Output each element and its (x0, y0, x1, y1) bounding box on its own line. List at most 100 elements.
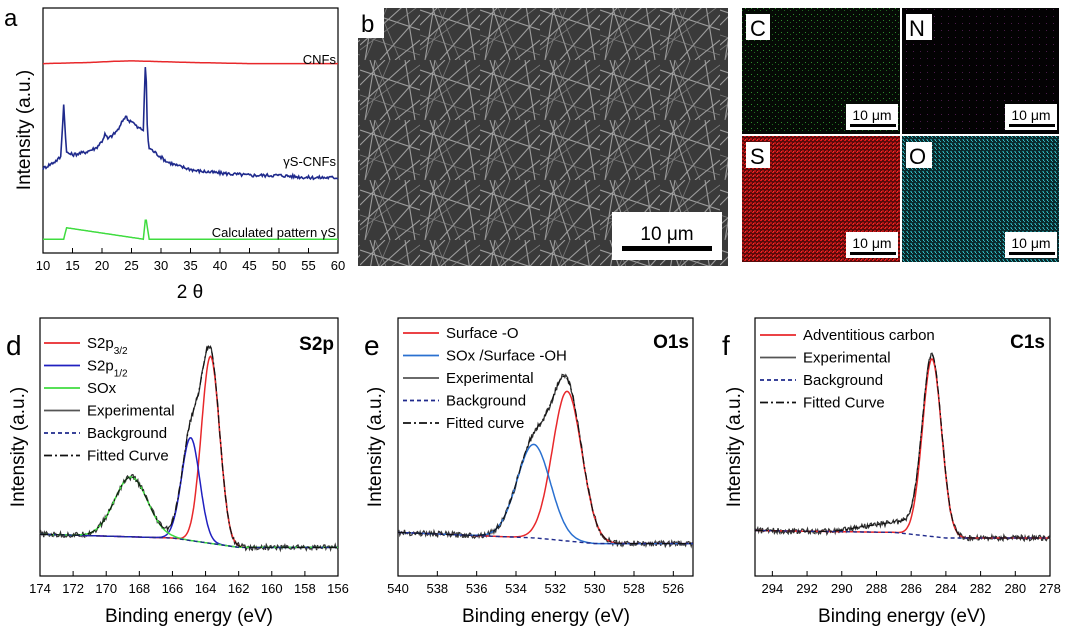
xtick-label: 10 (36, 258, 50, 273)
d-legend-label: Experimental (87, 403, 175, 420)
e-component-peak (398, 443, 693, 545)
panel-d-letter: d (6, 330, 22, 361)
xtick-label: 528 (623, 581, 645, 596)
panel-d-curves (39, 344, 339, 553)
eds-s-tag-bg (746, 142, 770, 168)
d-legend-label: S2p1/2 (87, 358, 128, 380)
d-legend-label: S2p3/2 (87, 335, 128, 357)
xtick-label: 172 (62, 581, 84, 596)
panel-d-frame (39, 317, 339, 577)
f-xlabel: Binding energy (eV) (818, 606, 986, 627)
xtick-label: 292 (796, 581, 818, 596)
xtick-label: 50 (272, 258, 286, 273)
a-series-label-gs-cnfs: γS-CNFs (283, 154, 336, 169)
d-legend-label: Background (87, 425, 167, 442)
panel-e-xticks: 540 538 536 534 532 530 528 526 (387, 571, 684, 596)
d-ylabel: Intensity (a.u.) (8, 387, 29, 507)
sem-scalebar-box (612, 212, 722, 260)
d-legend-label: SOx (87, 380, 117, 397)
xtick-label: 35 (183, 258, 197, 273)
d-legend-sub: 3/2 (114, 346, 128, 357)
d-title: S2p (299, 334, 334, 355)
xtick-label: 156 (327, 581, 349, 596)
gs-cnfs-line (42, 67, 339, 181)
panel-a: a 10 15 20 25 30 35 40 45 50 55 60 CNFs γS-CNFs Ca… (4, 5, 345, 303)
eds-c-scalebar-label: 10 μm (852, 107, 891, 123)
panel-b-letter: b (361, 11, 374, 38)
panel-b: b 10 μm (358, 8, 728, 266)
eds-n-scalebar (1009, 124, 1055, 127)
xtick-label: 294 (762, 581, 784, 596)
a-ylabel: Intensity (a.u.) (14, 70, 35, 190)
e-legend-label: Experimental (446, 370, 534, 387)
panel-e-letter: e (364, 330, 380, 361)
eds-o-scalebar (1009, 252, 1055, 255)
f-legend-label: Adventitious carbon (803, 327, 935, 344)
eds-c-tag: C (750, 16, 766, 41)
panel-f: f 294 292 290 288 286 284 282 280 278 C1s Advent… (722, 317, 1061, 627)
panel-f-letter: f (722, 330, 730, 361)
e-fitted-line (398, 375, 693, 545)
f-legend-label: Experimental (803, 350, 891, 367)
xtick-label: 174 (29, 581, 51, 596)
eds-n-tag-bg (906, 14, 932, 40)
xtick-label: 538 (426, 581, 448, 596)
panel-c: c C 10 μm N 10 μm S 10 μm O 10 μm (742, 5, 1059, 262)
xtick-label: 536 (466, 581, 488, 596)
panel-f-curves (754, 352, 1051, 543)
eds-s-scalebar (850, 252, 896, 255)
panel-d-xticks: 174 172 170 168 166 164 162 160 158 156 (29, 571, 349, 596)
eds-o-tag: O (909, 144, 926, 169)
xtick-label: 60 (331, 258, 345, 273)
xtick-label: 282 (970, 581, 992, 596)
xtick-label: 158 (294, 581, 316, 596)
panel-e: e 540 538 536 534 532 530 528 526 O1s Surface -… (364, 317, 694, 627)
d-component-peak (40, 355, 338, 549)
panel-b-letter-bg (358, 8, 384, 38)
xtick-label: 164 (195, 581, 217, 596)
eds-o-scalebar-label: 10 μm (1011, 235, 1050, 251)
d-legend-label: Fitted Curve (87, 448, 169, 465)
a-xlabel: 2 θ (177, 282, 203, 303)
xtick-label: 284 (935, 581, 957, 596)
xtick-label: 530 (584, 581, 606, 596)
xtick-label: 160 (261, 581, 283, 596)
e-legend-label: Surface -O (446, 325, 519, 342)
d-xlabel: Binding energy (eV) (105, 606, 273, 627)
f-legend-label: Background (803, 372, 883, 389)
xtick-label: 290 (831, 581, 853, 596)
xtick-label: 286 (900, 581, 922, 596)
e-xlabel: Binding energy (eV) (462, 606, 630, 627)
xtick-label: 25 (124, 258, 138, 273)
xtick-label: 30 (154, 258, 168, 273)
xtick-label: 15 (65, 258, 79, 273)
d-fitted-line (40, 344, 338, 548)
calc-pattern-line (43, 219, 338, 241)
e-title: O1s (653, 332, 689, 353)
d-experimental-line (39, 345, 339, 553)
d-legend-sub: 1/2 (114, 368, 128, 379)
panel-e-frame (397, 317, 694, 577)
cnfs-line (43, 60, 338, 65)
eds-n-tag: N (909, 16, 925, 41)
xtick-label: 40 (213, 258, 227, 273)
xtick-label: 526 (662, 581, 684, 596)
xtick-label: 45 (242, 258, 256, 273)
panel-d: d 174 172 170 168 166 164 162 160 158 156 S2p S2p… (6, 317, 349, 627)
xtick-label: 532 (544, 581, 566, 596)
f-legend-label: Fitted Curve (803, 395, 885, 412)
panel-e-legend: Surface -O SOx /Surface -OH Experimental Ba… (403, 325, 567, 432)
panel-e-curves (397, 373, 693, 549)
eds-n-scalebar-label: 10 μm (1011, 107, 1050, 123)
eds-s-tag: S (750, 144, 765, 169)
a-series-label-cnfs: CNFs (303, 52, 337, 67)
panel-f-xticks: 294 292 290 288 286 284 282 280 278 (762, 571, 1061, 596)
f-fitted-line (755, 353, 1050, 539)
panel-a-xticks: 10 15 20 25 30 35 40 45 50 55 60 (36, 248, 345, 273)
xtick-label: 278 (1039, 581, 1061, 596)
sem-scalebar-label: 10 μm (640, 224, 693, 245)
eds-o-tag-bg (906, 142, 932, 168)
xtick-label: 288 (866, 581, 888, 596)
